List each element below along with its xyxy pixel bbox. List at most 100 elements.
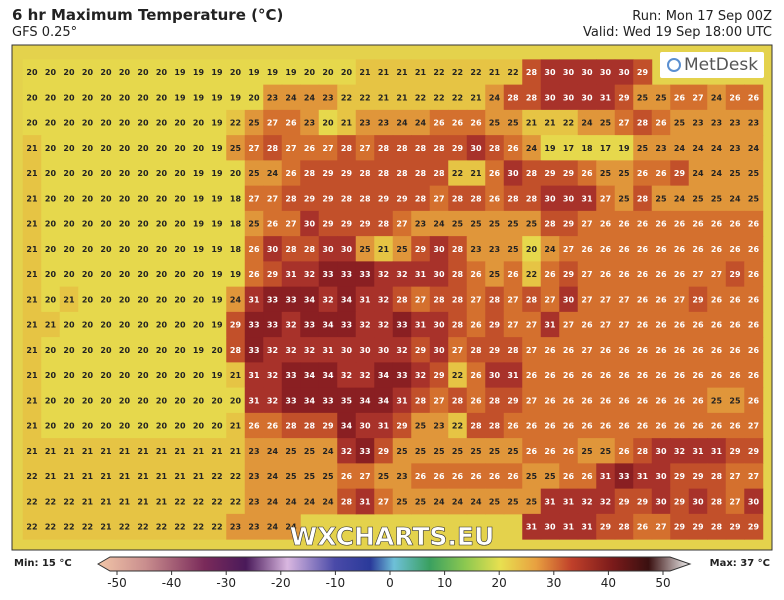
- temperature-cell: [22, 387, 42, 414]
- temperature-label: 26: [618, 396, 630, 405]
- temperature-label: 28: [452, 270, 464, 279]
- temperature-cell: [411, 236, 431, 262]
- temperature-cell: [115, 463, 135, 490]
- temperature-cell: [189, 311, 209, 338]
- temperature-cell: [374, 488, 394, 515]
- temperature-cell: [263, 513, 283, 540]
- temperature-label: 19: [174, 93, 186, 102]
- temperature-cell: [115, 160, 135, 187]
- temperature-label: 26: [692, 371, 704, 380]
- temperature-label: 29: [341, 220, 353, 229]
- temperature-label: 32: [359, 321, 370, 330]
- temperature-label: 20: [63, 371, 75, 380]
- temperature-cell: [392, 261, 412, 288]
- temperature-cell: [429, 362, 449, 389]
- temperature-cell: [633, 337, 653, 363]
- temperature-cell: [559, 185, 579, 212]
- temperature-cell: [466, 210, 486, 237]
- temperature-label: 30: [563, 295, 575, 304]
- temperature-cell: [485, 160, 505, 187]
- temperature-label: 21: [100, 523, 112, 532]
- temperature-label: 20: [63, 194, 75, 203]
- temperature-label: 30: [581, 93, 593, 102]
- temperature-cell: [670, 412, 690, 439]
- temperature-cell: [559, 387, 579, 414]
- model: GFS 0.25°: [12, 25, 78, 40]
- temperature-cell: [577, 488, 597, 515]
- temperature-label: 30: [544, 93, 556, 102]
- temperature-cell: [614, 109, 634, 136]
- temperature-cell: [115, 488, 135, 515]
- temperature-label: 21: [341, 119, 353, 128]
- temperature-label: 28: [452, 194, 464, 203]
- temperature-label: 25: [600, 119, 612, 128]
- temperature-label: 26: [748, 270, 760, 279]
- temperature-label: 22: [45, 523, 56, 532]
- temperature-cell: [559, 160, 579, 187]
- temperature-label: 26: [711, 295, 723, 304]
- temperature-label: 31: [359, 295, 371, 304]
- temperature-label: 23: [415, 220, 426, 229]
- temperature-label: 34: [378, 371, 390, 380]
- temperature-cell: [41, 109, 61, 136]
- temperature-label: 25: [489, 497, 501, 506]
- temperature-cell: [577, 210, 597, 237]
- temperature-cell: [725, 84, 745, 111]
- temperature-label: 25: [304, 447, 316, 456]
- temperature-label: 24: [322, 447, 334, 456]
- temperature-label: 27: [526, 396, 537, 405]
- temperature-label: 28: [285, 194, 297, 203]
- temperature-label: 26: [600, 220, 612, 229]
- temperature-label: 24: [304, 497, 316, 506]
- temperature-cell: [651, 362, 671, 389]
- temperature-label: 20: [119, 371, 131, 380]
- temperature-label: 32: [341, 447, 352, 456]
- temperature-label: 21: [137, 447, 149, 456]
- temperature-label: 28: [711, 472, 723, 481]
- min-label: Min: 15 °C: [14, 558, 72, 569]
- temperature-cell: [725, 311, 745, 338]
- temperature-label: 19: [211, 220, 223, 229]
- temperature-cell: [485, 412, 505, 439]
- temperature-cell: [466, 185, 486, 212]
- temperature-cell: [189, 463, 209, 490]
- temperature-cell: [133, 286, 153, 313]
- temperature-cell: [170, 286, 190, 313]
- temperature-cell: [355, 488, 375, 515]
- temperature-cell: [300, 463, 320, 490]
- temperature-label: 25: [378, 472, 390, 481]
- temperature-cell: [96, 286, 116, 313]
- temperature-cell: [78, 185, 98, 212]
- temperature-label: 24: [692, 144, 704, 153]
- temperature-label: 20: [45, 346, 57, 355]
- temperature-label: 28: [359, 169, 371, 178]
- temperature-label: 29: [729, 447, 741, 456]
- temperature-cell: [300, 362, 320, 389]
- temperature-label: 21: [174, 447, 186, 456]
- temperature-cell: [596, 463, 616, 490]
- temperature-label: 20: [63, 68, 75, 77]
- temperature-label: 26: [563, 371, 575, 380]
- temperature-cell: [744, 160, 764, 187]
- temperature-cell: [207, 513, 227, 540]
- temperature-cell: [78, 463, 98, 490]
- temperature-label: 26: [655, 220, 667, 229]
- temperature-cell: [355, 362, 375, 389]
- temperature-label: 17: [563, 144, 574, 153]
- temperature-label: 22: [526, 270, 537, 279]
- temperature-cell: [59, 412, 79, 439]
- temperature-cell: [300, 311, 320, 338]
- temperature-cell: [466, 412, 486, 439]
- temperature-label: 19: [193, 93, 205, 102]
- temperature-label: 20: [211, 422, 223, 431]
- temperature-label: 33: [396, 321, 407, 330]
- temperature-label: 21: [100, 447, 112, 456]
- temperature-cell: [725, 513, 745, 540]
- temperature-label: 28: [415, 144, 427, 153]
- temperature-cell: [522, 84, 542, 111]
- temperature-label: 20: [156, 144, 168, 153]
- temperature-label: 32: [341, 371, 352, 380]
- temperature-label: 21: [100, 497, 112, 506]
- temperature-cell: [596, 488, 616, 515]
- temperature-label: 20: [100, 270, 112, 279]
